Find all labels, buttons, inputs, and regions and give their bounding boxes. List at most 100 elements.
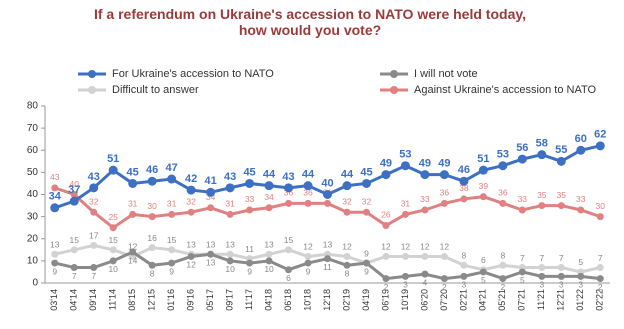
data-point xyxy=(148,244,156,252)
data-point xyxy=(439,170,449,180)
data-label: 2 xyxy=(598,282,603,292)
data-point xyxy=(304,252,312,260)
data-label: 15 xyxy=(69,235,79,245)
data-point xyxy=(577,272,585,280)
data-point xyxy=(285,266,293,274)
data-label: 11 xyxy=(323,262,332,272)
data-label: 39 xyxy=(479,181,489,191)
x-tick-label: 05'21 xyxy=(497,289,507,311)
data-label: 33 xyxy=(420,194,430,204)
data-point xyxy=(323,190,332,199)
data-point xyxy=(303,181,313,191)
data-label: 43 xyxy=(282,171,294,183)
data-label: 13 xyxy=(264,239,274,249)
data-point xyxy=(207,250,215,258)
data-label: 3 xyxy=(578,280,583,290)
data-point xyxy=(50,203,60,213)
data-point xyxy=(518,268,526,276)
data-point xyxy=(400,161,410,171)
data-point xyxy=(538,264,546,272)
x-tick-label: 12'18 xyxy=(322,289,332,311)
legend-marker xyxy=(390,70,398,78)
data-point xyxy=(129,248,137,256)
data-point xyxy=(187,208,195,216)
data-point xyxy=(421,252,429,260)
data-point xyxy=(168,246,176,254)
data-label: 8 xyxy=(150,269,155,279)
data-label: 31 xyxy=(167,199,177,209)
data-point xyxy=(401,210,409,218)
data-label: 60 xyxy=(575,133,587,145)
data-label: 8 xyxy=(345,269,350,279)
data-point xyxy=(440,275,448,283)
data-point xyxy=(557,202,565,210)
y-tick-label: 60 xyxy=(27,145,39,156)
data-point xyxy=(109,246,117,254)
y-tick-label: 50 xyxy=(27,167,39,178)
data-point xyxy=(460,261,468,269)
data-point xyxy=(226,250,234,258)
data-point xyxy=(206,187,216,197)
data-point xyxy=(596,213,604,221)
data-point xyxy=(324,199,331,207)
data-point xyxy=(479,268,487,276)
data-label: 9 xyxy=(52,266,57,276)
data-point xyxy=(246,206,254,214)
x-tick-label: 06'20 xyxy=(419,289,429,311)
data-label: 31 xyxy=(128,199,138,209)
data-label: 6 xyxy=(481,255,486,265)
data-label: 12 xyxy=(186,260,196,270)
data-label: 12 xyxy=(303,242,313,252)
data-point xyxy=(90,264,98,272)
data-point xyxy=(498,161,508,171)
data-point xyxy=(361,178,371,188)
data-label: 12 xyxy=(401,242,411,252)
data-label: 15 xyxy=(167,235,177,245)
data-label: 5 xyxy=(481,275,486,285)
data-label: 3 xyxy=(462,280,467,290)
data-label: 7 xyxy=(520,253,525,263)
data-point xyxy=(420,170,430,180)
data-label: 13 xyxy=(50,239,60,249)
x-tick-label: 05'17 xyxy=(205,289,215,311)
data-point xyxy=(499,275,507,283)
data-point xyxy=(421,270,429,278)
data-point xyxy=(517,154,527,164)
data-label: 44 xyxy=(341,169,354,181)
data-label: 7 xyxy=(539,253,544,263)
data-label: 8 xyxy=(462,251,467,261)
y-tick-label: 80 xyxy=(27,101,39,112)
data-label: 33 xyxy=(518,194,528,204)
x-tick-label: 02'22 xyxy=(595,289,605,311)
data-label: 36 xyxy=(284,188,294,198)
x-tick-label: 04'21 xyxy=(478,289,488,311)
data-label: 9 xyxy=(247,266,252,276)
data-point xyxy=(129,210,137,218)
data-point xyxy=(556,156,566,166)
data-label: 9 xyxy=(306,266,311,276)
data-point xyxy=(382,275,390,283)
data-label: 12 xyxy=(342,242,352,252)
data-label: 45 xyxy=(360,166,372,178)
data-point xyxy=(226,257,234,265)
data-point xyxy=(90,208,98,216)
data-label: 5 xyxy=(578,257,583,267)
x-tick-label: 07'20 xyxy=(439,289,449,311)
x-tick-label: 11'17 xyxy=(244,289,254,310)
data-label: 42 xyxy=(185,173,197,185)
data-point xyxy=(576,145,586,155)
data-point xyxy=(595,141,605,151)
x-tick-label: 11'21 xyxy=(536,289,546,310)
y-tick-label: 0 xyxy=(32,278,38,289)
data-label: 4 xyxy=(423,277,428,287)
data-label: 12 xyxy=(440,242,450,252)
data-point xyxy=(187,252,195,260)
data-label: 12 xyxy=(420,242,430,252)
data-label: 37 xyxy=(68,184,80,196)
data-label: 55 xyxy=(555,144,567,156)
x-tick-label: 02'21 xyxy=(458,289,468,311)
data-label: 35 xyxy=(537,190,547,200)
legend-label: I will not vote xyxy=(414,68,478,80)
data-label: 53 xyxy=(497,149,509,161)
data-label: 46 xyxy=(146,164,158,176)
